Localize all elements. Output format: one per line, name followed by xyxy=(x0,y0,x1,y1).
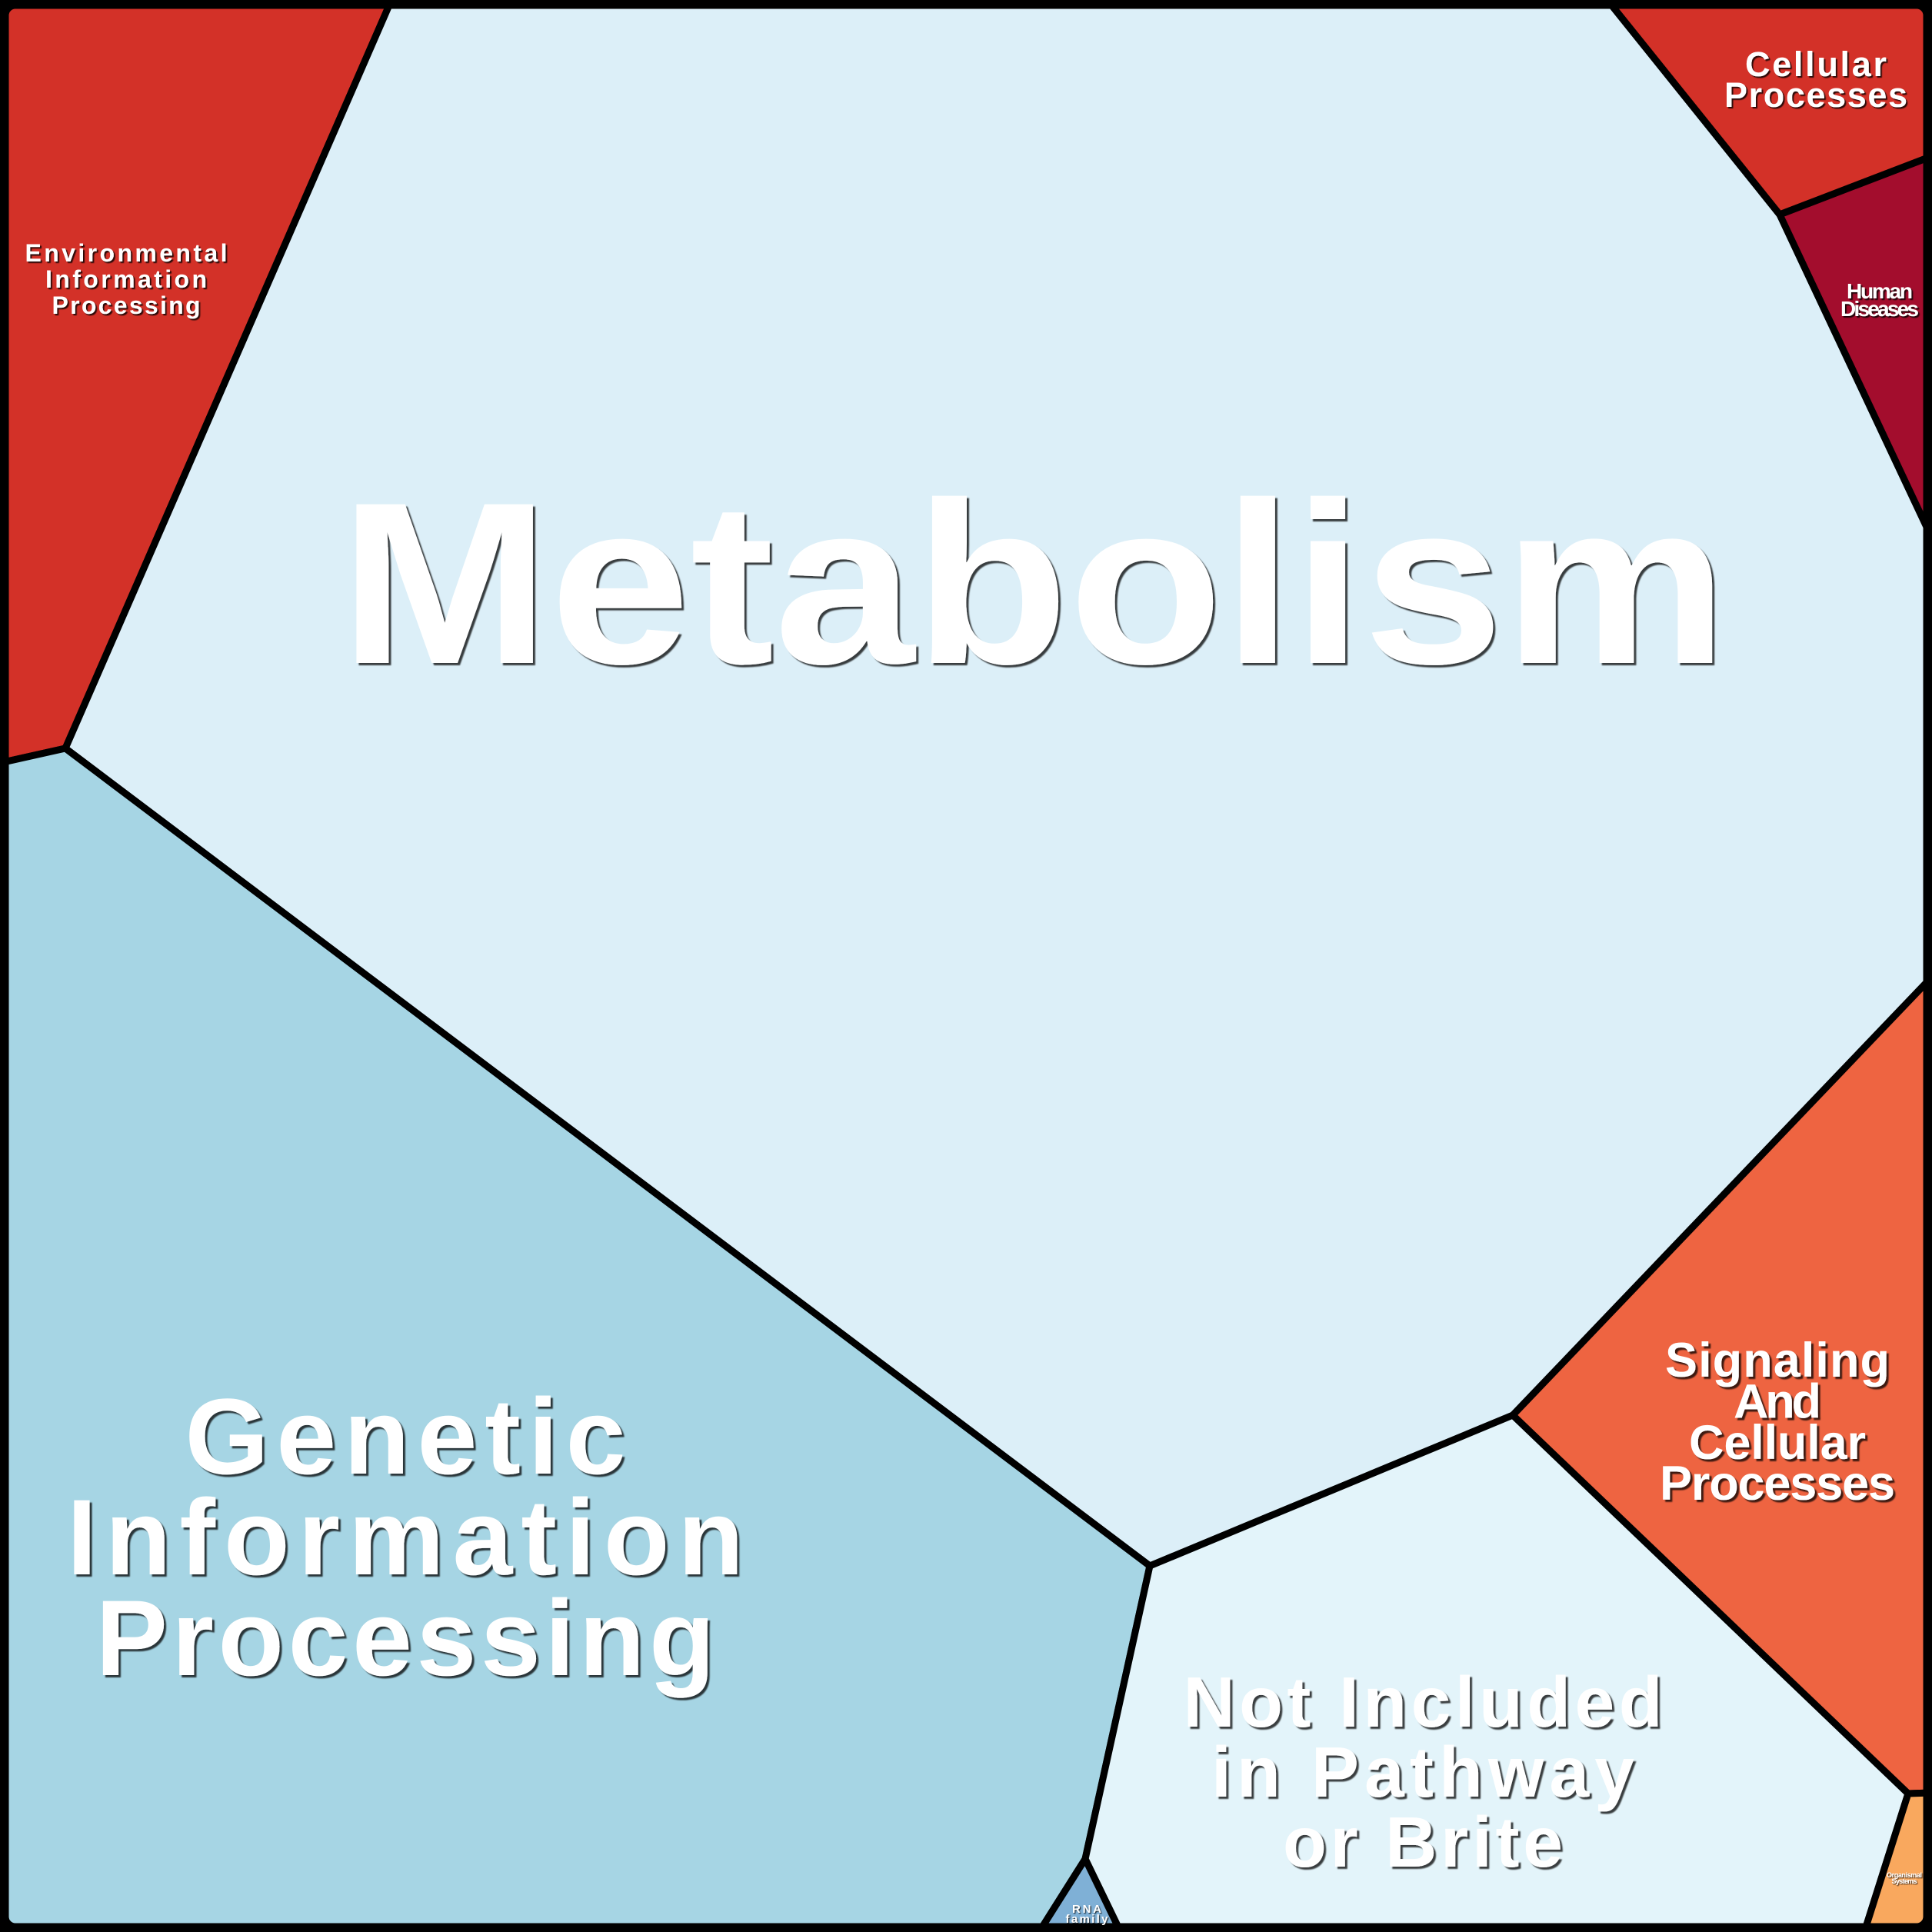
svg-text:Metabolism: Metabolism xyxy=(340,454,1728,712)
